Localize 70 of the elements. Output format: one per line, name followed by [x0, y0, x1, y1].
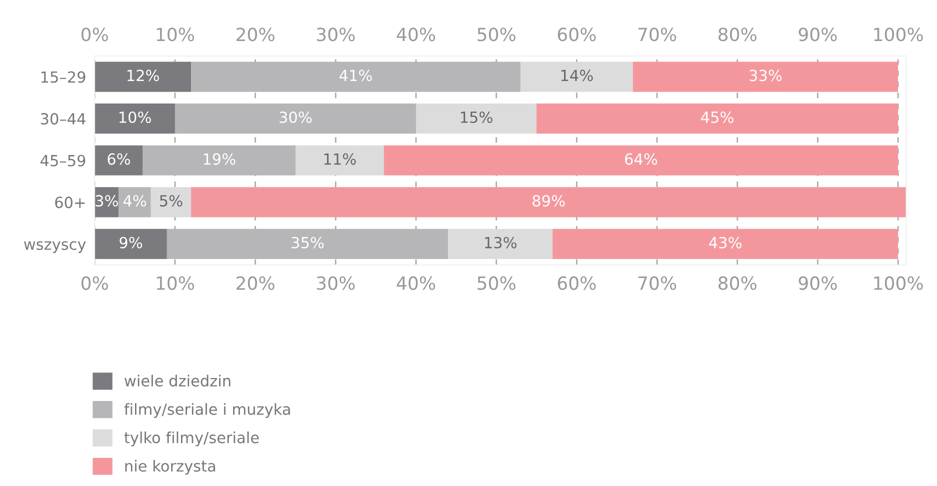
- bar: [166, 228, 448, 260]
- x2-tick-label: 90%: [798, 28, 837, 42]
- bar: [632, 62, 898, 92]
- data-label: 9%: [120, 236, 142, 248]
- legend-label: nie korzysta: [125, 460, 216, 475]
- x2-tick-label: 20%: [236, 28, 274, 42]
- data-label: 4%: [123, 195, 146, 207]
- bar: [94, 145, 143, 176]
- x-tick-label: 0%: [82, 276, 108, 290]
- data-label: 12%: [128, 70, 159, 82]
- x2-tick-label: 50%: [478, 28, 516, 42]
- x2-tick-label: 60%: [558, 28, 596, 42]
- x2-tick-label: 80%: [718, 28, 756, 42]
- bar: [448, 228, 553, 260]
- x-tick-label: 40%: [396, 276, 436, 290]
- x2-tick-label: 0%: [82, 28, 108, 42]
- y-tick-label: wszyscy: [24, 241, 86, 253]
- x-tick-label: 30%: [316, 276, 355, 290]
- data-label: 15%: [460, 111, 492, 124]
- x-tick-label: 20%: [236, 276, 274, 290]
- x-tick-label: 70%: [638, 276, 676, 290]
- bar: [191, 187, 906, 218]
- data-label: 30%: [280, 111, 312, 124]
- x2-tick-label: 30%: [316, 28, 355, 42]
- data-label: 43%: [709, 236, 742, 248]
- x-tick-label: 90%: [798, 276, 837, 290]
- legend-label: filmy/seriale i muzyka: [124, 403, 290, 418]
- data-label: 35%: [292, 236, 324, 248]
- bar: [94, 62, 192, 92]
- data-label: 19%: [204, 153, 236, 165]
- data-label: 10%: [120, 111, 151, 124]
- bar: [118, 187, 151, 218]
- y-tick-label: 60+: [55, 196, 85, 208]
- bar: [536, 104, 898, 134]
- x2-tick-label: 40%: [396, 28, 436, 42]
- bar: [94, 228, 167, 260]
- data-label: 89%: [532, 195, 565, 207]
- bar: [142, 145, 296, 176]
- x-tick-label: 100%: [874, 276, 923, 290]
- bar: [174, 104, 416, 134]
- x-tick-label: 10%: [156, 276, 194, 290]
- bar: [94, 104, 175, 134]
- bar: [552, 228, 898, 260]
- x-tick-label: 50%: [478, 276, 516, 290]
- data-label: 6%: [108, 153, 130, 165]
- x-tick-label: 60%: [558, 276, 596, 290]
- data-label: 33%: [750, 70, 782, 82]
- data-label: 14%: [561, 70, 593, 82]
- x2-tick-label: 70%: [638, 28, 676, 42]
- legend-label: tylko filmy/seriale: [124, 432, 259, 446]
- data-label: 41%: [340, 70, 372, 82]
- x2-tick-label: 10%: [156, 28, 194, 42]
- bar: [416, 104, 537, 134]
- data-label: 5%: [160, 195, 182, 207]
- data-label: 3%: [96, 195, 118, 207]
- data-label: 13%: [485, 236, 516, 248]
- bar: [150, 187, 192, 218]
- legend-label: wiele dziedzin: [124, 374, 230, 387]
- bar: [520, 62, 633, 92]
- data-label: 45%: [701, 111, 734, 124]
- data-label: 64%: [625, 153, 658, 165]
- x-tick-label: 80%: [718, 276, 756, 290]
- y-tick-label: 45–59: [40, 154, 86, 166]
- y-tick-label: 15–29: [41, 71, 86, 83]
- bar: [295, 145, 384, 176]
- bar: [384, 145, 898, 176]
- x2-tick-label: 100%: [874, 28, 923, 42]
- bar: [191, 62, 520, 92]
- data-label: 11%: [324, 153, 356, 165]
- y-tick-label: 30–44: [40, 113, 86, 125]
